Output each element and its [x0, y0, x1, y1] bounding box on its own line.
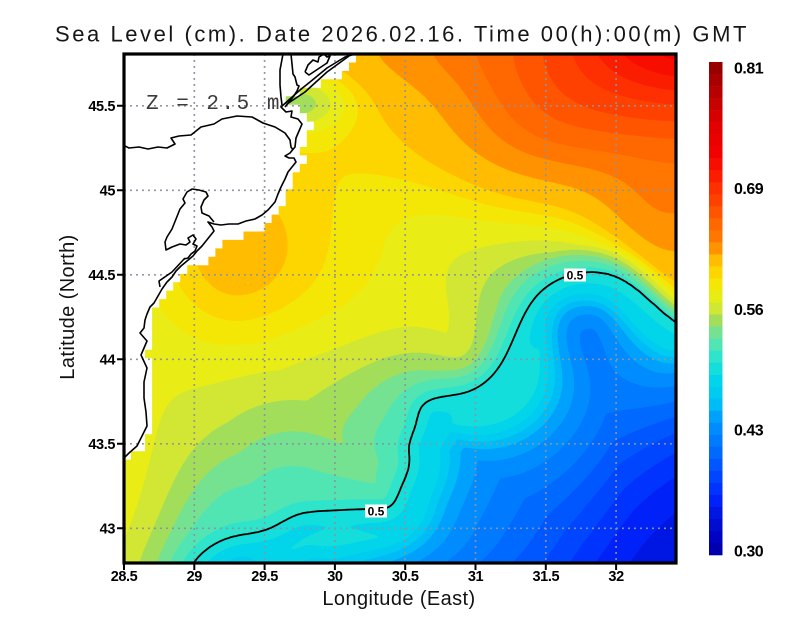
svg-text:28.5: 28.5 — [111, 569, 138, 585]
svg-text:30: 30 — [327, 569, 343, 585]
svg-text:32: 32 — [608, 569, 624, 585]
svg-text:Latitude (North): Latitude (North) — [57, 234, 79, 379]
svg-text:Longitude (East): Longitude (East) — [322, 588, 475, 610]
svg-text:0.69: 0.69 — [734, 181, 764, 198]
svg-text:43: 43 — [100, 521, 116, 537]
svg-text:Z = 2.5 m: Z = 2.5 m — [146, 93, 282, 116]
svg-text:43.5: 43.5 — [88, 437, 115, 453]
svg-text:31: 31 — [468, 569, 484, 585]
svg-text:45.5: 45.5 — [88, 99, 115, 115]
svg-text:29: 29 — [187, 569, 203, 585]
svg-text:0.56: 0.56 — [734, 302, 764, 319]
svg-text:0.30: 0.30 — [734, 543, 764, 560]
svg-text:44: 44 — [100, 352, 116, 368]
svg-text:0.43: 0.43 — [734, 423, 764, 440]
svg-text:0.5: 0.5 — [567, 269, 584, 283]
svg-text:30.5: 30.5 — [392, 569, 419, 585]
svg-text:45: 45 — [100, 183, 116, 199]
svg-text:31.5: 31.5 — [532, 569, 559, 585]
svg-text:0.81: 0.81 — [734, 61, 764, 78]
svg-text:44.5: 44.5 — [88, 268, 115, 284]
svg-text:29.5: 29.5 — [251, 569, 278, 585]
svg-text:Sea Level (cm). Date 2026.02.1: Sea Level (cm). Date 2026.02.16. Time 00… — [55, 22, 749, 47]
svg-text:0.5: 0.5 — [368, 505, 385, 519]
